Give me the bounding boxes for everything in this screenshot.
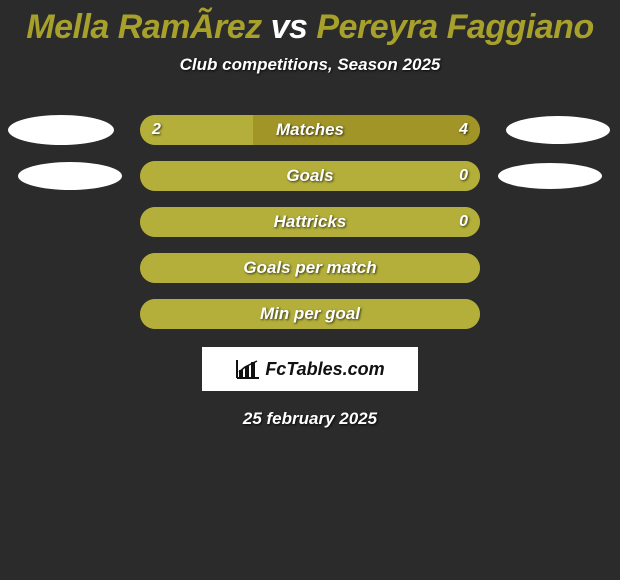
stat-bar: Goals per match [140,253,480,283]
brand-text: FcTables.com [265,359,384,380]
stat-bar-left [140,299,480,329]
avatar-blob-left [8,115,114,145]
stat-bar: Min per goal [140,299,480,329]
stat-bar-left [140,161,480,191]
stat-bar-left [140,253,480,283]
stat-bar-left [140,207,480,237]
stat-bar: 24Matches [140,115,480,145]
stat-right-value: 4 [459,121,468,139]
subtitle: Club competitions, Season 2025 [0,55,620,75]
stat-row: 0Goals [0,161,620,191]
stat-bar-right [253,115,480,145]
stat-left-value: 2 [152,121,161,139]
stat-right-value: 0 [459,167,468,185]
snapshot-date: 25 february 2025 [0,409,620,429]
stat-row: Min per goal [0,299,620,329]
stat-right-value: 0 [459,213,468,231]
vs-separator: vs [262,8,317,46]
stat-bar: 0Hattricks [140,207,480,237]
player1-name: Mella RamÃ­rez [26,8,261,46]
stat-bar: 0Goals [140,161,480,191]
stat-row: Goals per match [0,253,620,283]
brand-box[interactable]: FcTables.com [202,347,418,391]
stat-row: 24Matches [0,115,620,145]
avatar-blob-right [506,116,610,144]
avatar-blob-left [18,162,122,190]
bar-chart-icon [235,358,261,380]
avatar-blob-right [498,163,602,189]
comparison-title: Mella RamÃ­rez vs Pereyra Faggiano [0,0,620,47]
stat-row: 0Hattricks [0,207,620,237]
player2-name: Pereyra Faggiano [316,8,593,46]
stat-rows: 24Matches0Goals0HattricksGoals per match… [0,115,620,329]
